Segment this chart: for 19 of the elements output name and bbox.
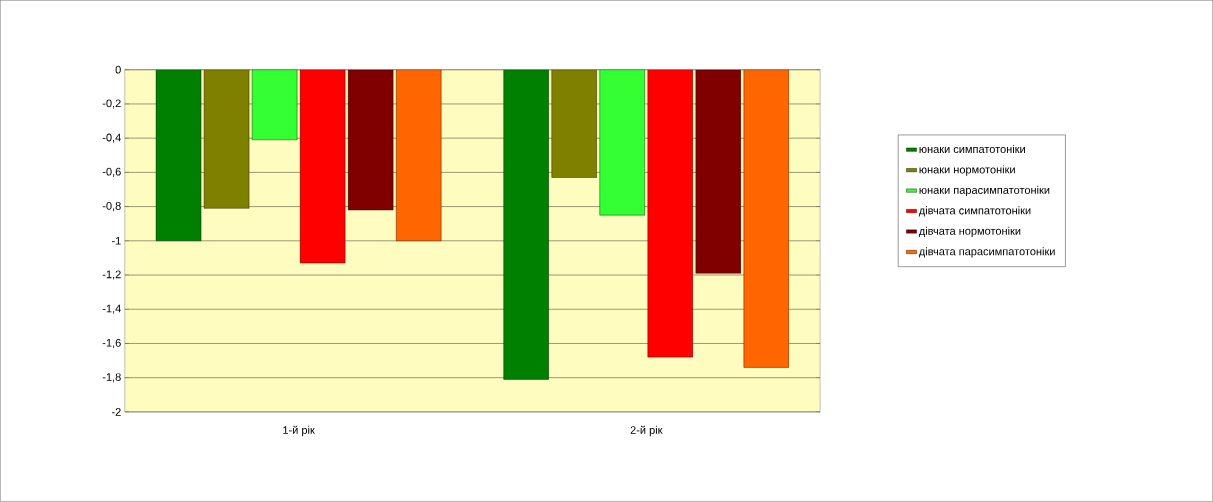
x-tick-label: 1-й рік: [283, 425, 315, 437]
x-tick-label: 2-й рік: [630, 425, 663, 437]
y-tick-label: -1,6: [102, 339, 121, 349]
y-tick-label: -1,8: [102, 373, 121, 383]
y-tick-label: -0,8: [102, 202, 121, 212]
legend-label: дівчата парасимпатотоніки: [918, 247, 1055, 258]
legend-label: юнаки симпатотоніки: [919, 145, 1025, 154]
legend-label: юнаки нормотоніки: [919, 165, 1015, 176]
y-tick-label: -0,6: [102, 167, 121, 178]
legend-label: дівчата симпатотоніки: [918, 206, 1031, 217]
y-tick-label: -1,2: [102, 270, 121, 280]
y-tick-label: -1: [111, 237, 121, 245]
y-tick-label: -0,4: [102, 133, 121, 143]
y-tick-label: -2: [111, 408, 121, 416]
y-tick-label: -0,2: [102, 99, 121, 109]
y-tick-label: 0: [115, 65, 121, 74]
y-tick-label: -1,4: [102, 304, 121, 314]
legend-label: дівчата нормотоніки: [918, 226, 1021, 238]
legend-label: юнаки парасимпатотоніки: [919, 186, 1050, 197]
